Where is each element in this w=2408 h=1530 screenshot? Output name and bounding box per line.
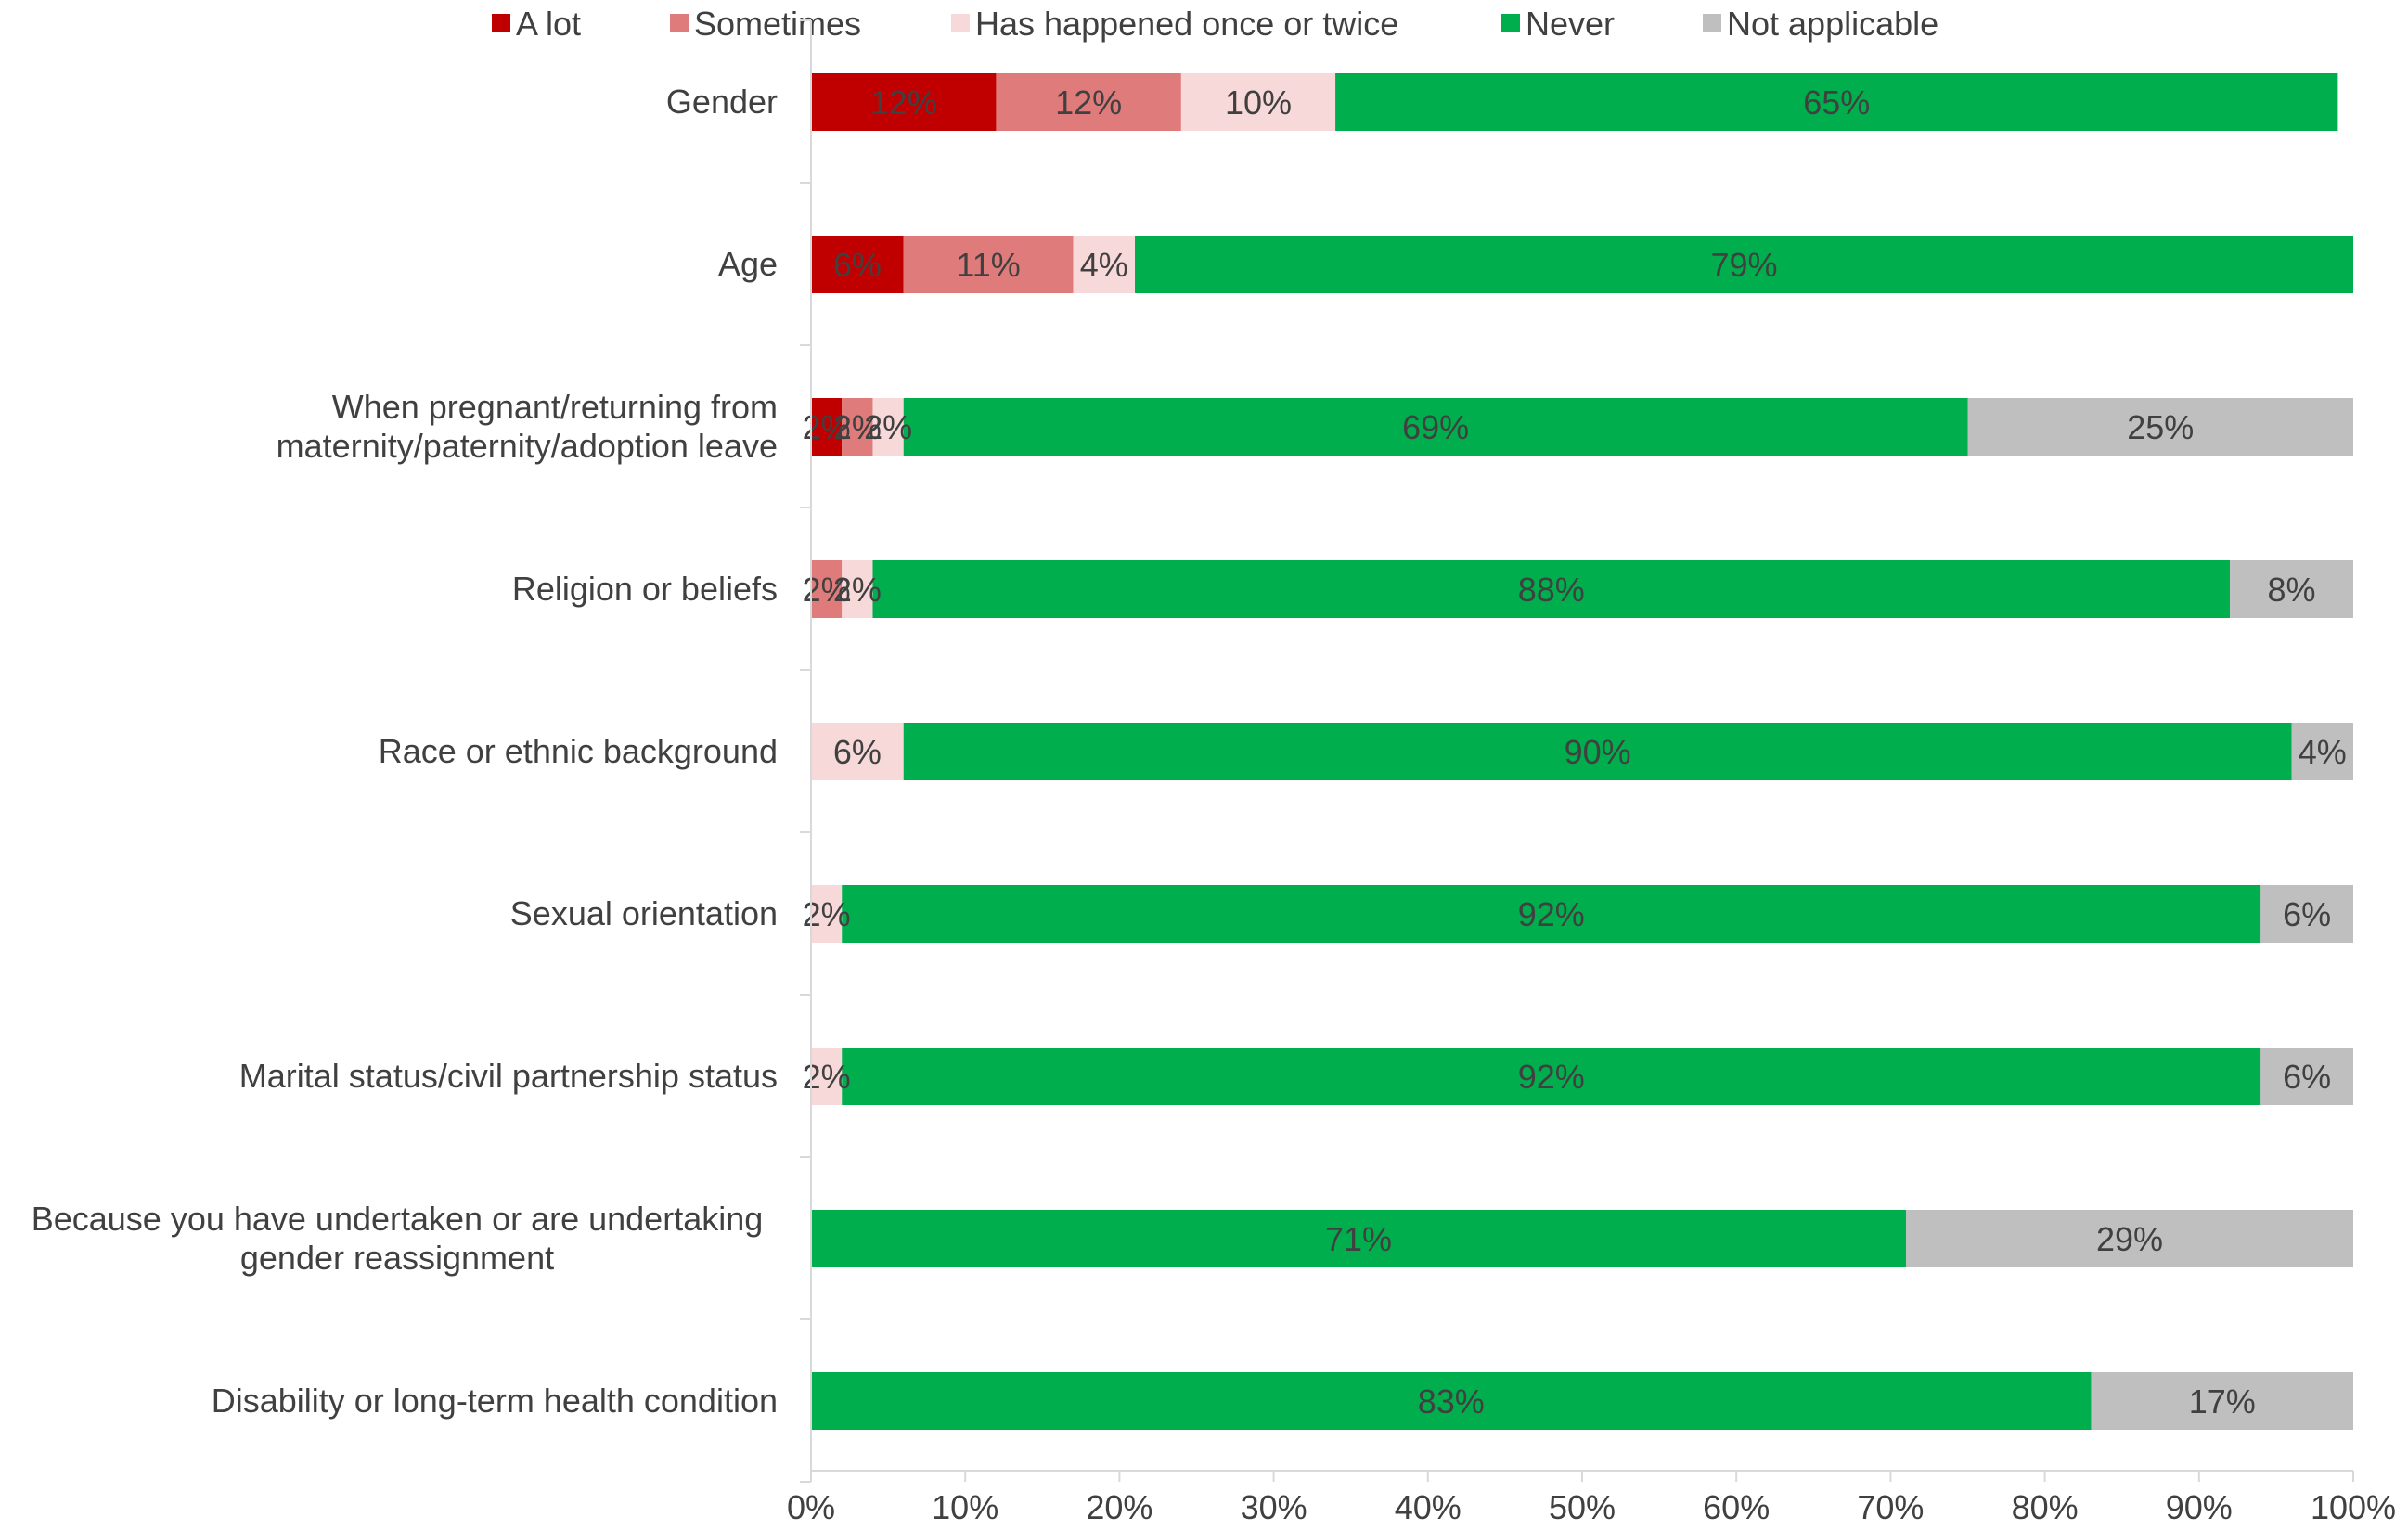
category-label-when-pregnant-returning-from-maternity-paternity-adoption-leave-line-1: When pregnant/returning from xyxy=(332,388,778,426)
data-label-gender-sometimes: 12% xyxy=(1055,84,1122,122)
bar-age-never xyxy=(1135,236,2353,293)
bar-disability-or-long-term-health-condition-never xyxy=(811,1372,2092,1430)
legend-swatch-sometimes xyxy=(670,14,689,32)
axes: 0% 10% 20% 30% 40% 50% 60% 70% 80% 90% 100% xyxy=(787,19,2396,1526)
bar-marital-status-civil-partnership-status-not-applicable xyxy=(2260,1048,2353,1105)
category-label-because-you-have-undertaken-or-are-undertaking-gender-reassignment-line-2: gender reassignment xyxy=(240,1239,554,1277)
data-label-religion-or-beliefs-never: 88% xyxy=(1518,571,1585,609)
category-label-race-or-ethnic-background: Race or ethnic background xyxy=(379,732,778,770)
x-tick-label-30: 30% xyxy=(1241,1488,1307,1526)
data-label-sexual-orientation-has-happened-once-or-twice: 2% xyxy=(803,895,851,933)
x-tick-label-50: 50% xyxy=(1549,1488,1616,1526)
category-label-because-you-have-undertaken-or-are-undertaking-gender-reassignment-line-1: Because you have undertaken or are under… xyxy=(32,1200,764,1238)
category-label-religion-or-beliefs: Religion or beliefs xyxy=(512,570,778,608)
bar-religion-or-beliefs-has-happened-once-or-twice xyxy=(842,560,873,618)
category-label-age: Age xyxy=(718,245,778,283)
bar-because-you-have-undertaken-or-are-under-never xyxy=(811,1210,1907,1267)
x-tick-label-70: 70% xyxy=(1857,1488,1924,1526)
bar-age-has-happened-once-or-twice xyxy=(1073,236,1136,293)
x-tick-label-20: 20% xyxy=(1086,1488,1152,1526)
data-label-gender-a-lot: 12% xyxy=(870,84,937,122)
category-label-sexual-orientation: Sexual orientation xyxy=(510,894,778,932)
legend-swatch-a-lot xyxy=(492,14,510,32)
legend-label-never: Never xyxy=(1526,5,1615,43)
legend-swatch-never xyxy=(1501,14,1520,32)
bar-race-or-ethnic-background-not-applicable xyxy=(2291,723,2353,780)
data-label-sexual-orientation-never: 92% xyxy=(1518,895,1585,933)
legend-label-not-applicable: Not applicable xyxy=(1727,5,1938,43)
bar-when-pregnant-returning-from-maternity-p-has-happened-once-or-twice xyxy=(872,398,904,456)
data-label-marital-status-civil-partnership-status-has-happened-once-or-twice: 2% xyxy=(803,1058,851,1096)
legend-label-a-lot: A lot xyxy=(516,5,581,43)
data-label-religion-or-beliefs-not-applicable: 8% xyxy=(2268,571,2316,609)
bar-race-or-ethnic-background-never xyxy=(903,723,2292,780)
data-label-sexual-orientation-not-applicable: 6% xyxy=(2283,895,2331,933)
bar-gender-never xyxy=(1335,73,2338,131)
data-label-gender-has-happened-once-or-twice: 10% xyxy=(1225,84,1292,122)
legend-label-sometimes: Sometimes xyxy=(694,5,861,43)
category-label-marital-status-civil-partnership-status: Marital status/civil partnership status xyxy=(239,1057,778,1095)
legend-label-has-happened-once-or-twice: Has happened once or twice xyxy=(975,5,1398,43)
bar-when-pregnant-returning-from-maternity-p-not-applicable xyxy=(1967,398,2353,456)
x-tick-label-100: 100% xyxy=(2311,1488,2396,1526)
x-tick-label-0: 0% xyxy=(787,1488,835,1526)
category-label-when-pregnant-returning-from-maternity-paternity-adoption-leave-line-2: maternity/paternity/adoption leave xyxy=(277,427,778,465)
bar-gender-a-lot xyxy=(811,73,997,131)
data-label-because-you-have-undertaken-or-are-under-never: 71% xyxy=(1325,1220,1392,1258)
bar-marital-status-civil-partnership-status-has-happened-once-or-twice xyxy=(811,1048,843,1105)
legend-swatch-not-applicable xyxy=(1703,14,1721,32)
data-label-when-pregnant-returning-from-maternity-p-sometimes: 2% xyxy=(833,408,882,446)
data-label-age-sometimes: 11% xyxy=(956,246,1020,284)
bar-gender-has-happened-once-or-twice xyxy=(1180,73,1336,131)
bar-sexual-orientation-not-applicable xyxy=(2260,885,2353,943)
data-label-race-or-ethnic-background-not-applicable: 4% xyxy=(2299,733,2347,771)
bar-age-a-lot xyxy=(811,236,904,293)
bar-sexual-orientation-has-happened-once-or-twice xyxy=(811,885,843,943)
data-label-because-you-have-undertaken-or-are-under-not-applicable: 29% xyxy=(2096,1220,2163,1258)
bar-disability-or-long-term-health-condition-not-applicable xyxy=(2091,1372,2353,1430)
category-labels: Gender Age When pregnant/returning frommat… xyxy=(32,83,778,1420)
data-label-disability-or-long-term-health-condition-not-applicable: 17% xyxy=(2189,1382,2256,1421)
data-label-when-pregnant-returning-from-maternity-p-has-happened-once-or-twice: 2% xyxy=(864,408,912,446)
x-tick-label-90: 90% xyxy=(2166,1488,2233,1526)
bars xyxy=(811,73,2353,1430)
data-label-marital-status-civil-partnership-status-never: 92% xyxy=(1518,1058,1585,1096)
data-label-race-or-ethnic-background-never: 90% xyxy=(1565,733,1631,771)
x-tick-label-10: 10% xyxy=(932,1488,998,1526)
data-label-when-pregnant-returning-from-maternity-p-never: 69% xyxy=(1402,408,1469,446)
category-label-gender: Gender xyxy=(666,83,778,121)
data-labels: 12% 12% 10% 65%6% 11% 4% 79%2%2%2% 69% 25%2%2% 88… xyxy=(803,84,2347,1421)
bar-when-pregnant-returning-from-maternity-p-sometimes xyxy=(842,398,873,456)
bar-religion-or-beliefs-never xyxy=(872,560,2231,618)
x-tick-label-80: 80% xyxy=(2012,1488,2079,1526)
data-label-race-or-ethnic-background-has-happened-once-or-twice: 6% xyxy=(833,733,882,771)
bar-when-pregnant-returning-from-maternity-p-never xyxy=(903,398,1968,456)
x-tick-label-40: 40% xyxy=(1395,1488,1462,1526)
data-label-when-pregnant-returning-from-maternity-p-not-applicable: 25% xyxy=(2127,408,2194,446)
bar-gender-sometimes xyxy=(996,73,1181,131)
bar-race-or-ethnic-background-has-happened-once-or-twice xyxy=(811,723,904,780)
data-label-religion-or-beliefs-has-happened-once-or-twice: 2% xyxy=(833,571,882,609)
bar-sexual-orientation-never xyxy=(842,885,2261,943)
bar-when-pregnant-returning-from-maternity-p-a-lot xyxy=(811,398,843,456)
data-label-marital-status-civil-partnership-status-not-applicable: 6% xyxy=(2283,1058,2331,1096)
bar-because-you-have-undertaken-or-are-under-not-applicable xyxy=(1906,1210,2353,1267)
data-label-age-never: 79% xyxy=(1710,246,1777,284)
category-label-disability-or-long-term-health-condition: Disability or long-term health condition xyxy=(212,1382,778,1420)
data-label-age-has-happened-once-or-twice: 4% xyxy=(1080,246,1128,284)
data-label-gender-never: 65% xyxy=(1803,84,1870,122)
data-label-disability-or-long-term-health-condition-never: 83% xyxy=(1418,1382,1485,1421)
data-label-age-a-lot: 6% xyxy=(833,246,882,284)
bar-age-sometimes xyxy=(903,236,1074,293)
legend: A lot Sometimes Has happened once or twice… xyxy=(492,5,1938,43)
bar-religion-or-beliefs-not-applicable xyxy=(2230,560,2353,618)
legend-swatch-has-happened-once-or-twice xyxy=(951,14,970,32)
x-tick-label-60: 60% xyxy=(1703,1488,1770,1526)
bar-religion-or-beliefs-sometimes xyxy=(811,560,843,618)
bar-marital-status-civil-partnership-status-never xyxy=(842,1048,2261,1105)
